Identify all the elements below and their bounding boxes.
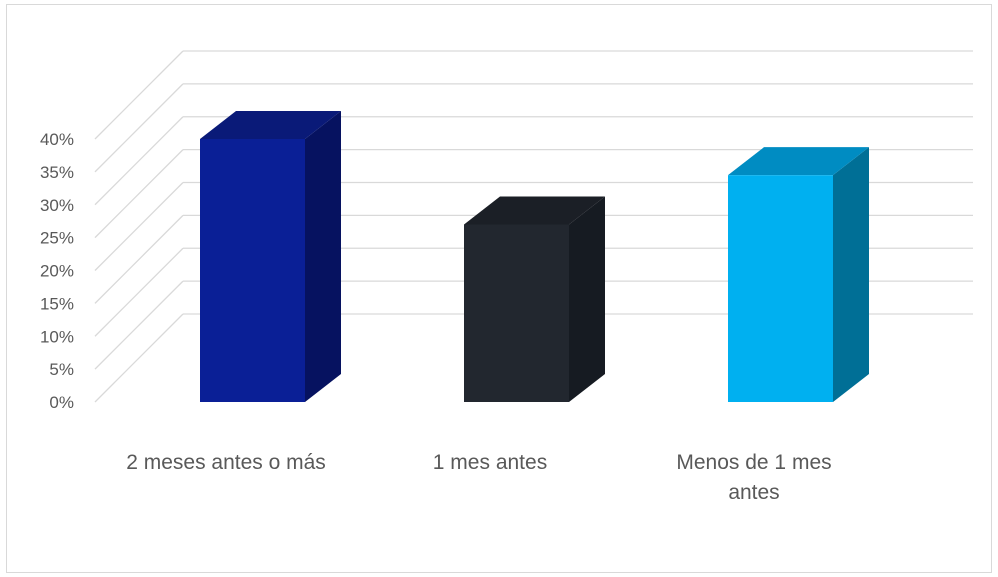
gridline-diagonal [94, 83, 184, 173]
x-category-label: Menos de 1 mes antes [676, 451, 831, 504]
y-tick-label: 15% [40, 294, 74, 313]
bar-side [569, 196, 605, 402]
y-tick-label: 40% [40, 130, 74, 149]
gridline-diagonal [94, 50, 184, 140]
bar-top [728, 147, 869, 176]
bar-1 [200, 111, 341, 402]
bar-top [200, 111, 341, 139]
gridline-diagonal [94, 149, 184, 239]
y-tick-label: 25% [40, 229, 74, 248]
x-category-label: 1 mes antes [433, 451, 547, 474]
y-tick-label: 20% [40, 262, 74, 281]
y-tick-label: 10% [40, 327, 74, 346]
bar-3 [728, 147, 869, 402]
gridline-diagonal [94, 313, 184, 403]
bar-side [833, 147, 869, 402]
y-axis-ticks: 0% 5% 10% 15% 20% 25% 30% 35% 40% [40, 130, 74, 412]
y-tick-label: 35% [40, 163, 74, 182]
bar-front [464, 224, 569, 402]
bars [200, 111, 869, 402]
gridline-diagonal [94, 182, 184, 271]
x-axis-categories: 2 meses antes o más 1 mes antes Menos de 1… [126, 451, 831, 504]
gridline-diagonal [94, 247, 184, 337]
y-tick-label: 5% [49, 360, 74, 379]
gridline-diagonal [94, 214, 184, 304]
bar-front [728, 175, 833, 402]
bar-side [305, 111, 341, 402]
gridline-diagonal [94, 280, 184, 370]
bar-2 [464, 196, 605, 402]
bar-top [464, 196, 605, 225]
bar-front [200, 139, 305, 402]
gridline-diagonal [94, 116, 184, 206]
x-category-label: 2 meses antes o más [126, 451, 326, 474]
y-tick-label: 0% [49, 393, 74, 412]
y-tick-label: 30% [40, 196, 74, 215]
